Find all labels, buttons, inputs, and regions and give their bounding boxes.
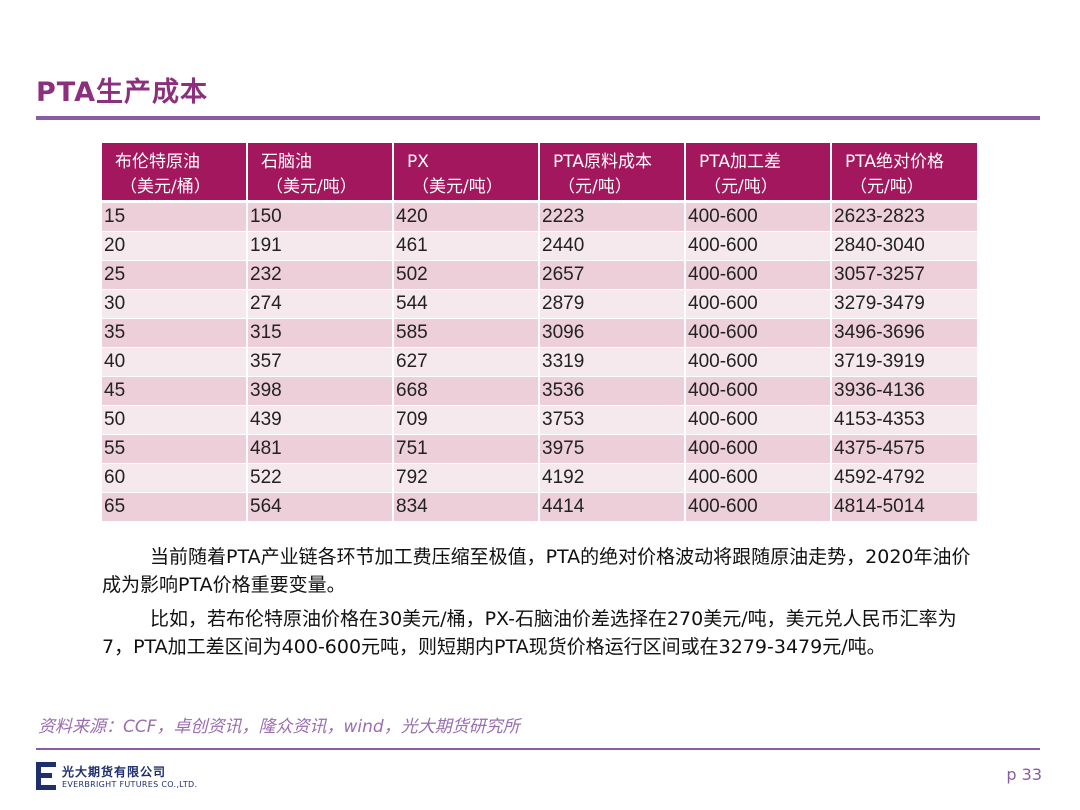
table-row: 55 481 751 3975 400-600 4375-4575 <box>102 435 977 464</box>
table-row: 60 522 792 4192 400-600 4592-4792 <box>102 464 977 493</box>
header-pta-absolute-price: PTA绝对价格 （元/吨） <box>832 143 977 203</box>
table-cell: 4814-5014 <box>832 493 977 522</box>
table-cell: 3319 <box>540 348 686 377</box>
table-cell: 400-600 <box>686 377 832 406</box>
table-cell: 3279-3479 <box>832 290 977 319</box>
table-cell: 400-600 <box>686 464 832 493</box>
table-cell: 45 <box>102 377 248 406</box>
header-brent: 布伦特原油 （美元/桶） <box>102 143 248 203</box>
table-cell: 232 <box>248 261 394 290</box>
table-cell: 3096 <box>540 319 686 348</box>
table-cell: 4192 <box>540 464 686 493</box>
table-cell: 50 <box>102 406 248 435</box>
table-cell: 315 <box>248 319 394 348</box>
table-row: 50 439 709 3753 400-600 4153-4353 <box>102 406 977 435</box>
paragraph-2: 比如，若布伦特原油价格在30美元/桶，PX-石脑油价差选择在270美元/吨，美元… <box>102 608 957 658</box>
header-px: PX （美元/吨） <box>394 143 540 203</box>
table-cell: 564 <box>248 493 394 522</box>
page-title: PTA生产成本 <box>36 77 209 108</box>
table-cell: 4153-4353 <box>832 406 977 435</box>
table-header-row: 布伦特原油 （美元/桶） 石脑油 （美元/吨） PX （美元/吨） PTA原料成本 （元… <box>102 143 977 203</box>
table-cell: 2623-2823 <box>832 203 977 232</box>
table-row: 20 191 461 2440 400-600 2840-3040 <box>102 232 977 261</box>
table-cell: 585 <box>394 319 540 348</box>
table-cell: 400-600 <box>686 348 832 377</box>
company-name-cn: 光大期货有限公司 <box>62 765 167 779</box>
table-cell: 4414 <box>540 493 686 522</box>
table-cell: 3753 <box>540 406 686 435</box>
table-row: 15 150 420 2223 400-600 2623-2823 <box>102 203 977 232</box>
table-cell: 4375-4575 <box>832 435 977 464</box>
page-number: p 33 <box>1006 765 1042 784</box>
table-cell: 400-600 <box>686 232 832 261</box>
table-cell: 668 <box>394 377 540 406</box>
table-cell: 274 <box>248 290 394 319</box>
header-naphtha: 石脑油 （美元/吨） <box>248 143 394 203</box>
table-cell: 502 <box>394 261 540 290</box>
table-cell: 3719-3919 <box>832 348 977 377</box>
table-row: 35 315 585 3096 400-600 3496-3696 <box>102 319 977 348</box>
table-cell: 4592-4792 <box>832 464 977 493</box>
table-cell: 150 <box>248 203 394 232</box>
table-cell: 2223 <box>540 203 686 232</box>
table-row: 25 232 502 2657 400-600 3057-3257 <box>102 261 977 290</box>
table-row: 40 357 627 3319 400-600 3719-3919 <box>102 348 977 377</box>
table-cell: 481 <box>248 435 394 464</box>
table-row: 65 564 834 4414 400-600 4814-5014 <box>102 493 977 522</box>
table-cell: 55 <box>102 435 248 464</box>
table-cell: 461 <box>394 232 540 261</box>
table-cell: 400-600 <box>686 319 832 348</box>
table-cell: 420 <box>394 203 540 232</box>
company-name-en: EVERBRIGHT FUTURES CO.,LTD. <box>62 780 198 789</box>
table-cell: 398 <box>248 377 394 406</box>
table-cell: 400-600 <box>686 290 832 319</box>
header-pta-material-cost: PTA原料成本 （元/吨） <box>540 143 686 203</box>
table-cell: 25 <box>102 261 248 290</box>
header-pta-processing-margin: PTA加工差 （元/吨） <box>686 143 832 203</box>
table-cell: 357 <box>248 348 394 377</box>
table-cell: 2440 <box>540 232 686 261</box>
table-cell: 30 <box>102 290 248 319</box>
table-row: 45 398 668 3536 400-600 3936-4136 <box>102 377 977 406</box>
table-cell: 3496-3696 <box>832 319 977 348</box>
pta-cost-table: 布伦特原油 （美元/桶） 石脑油 （美元/吨） PX （美元/吨） PTA原料成本 （元… <box>102 143 977 522</box>
table-cell: 65 <box>102 493 248 522</box>
table-cell: 709 <box>394 406 540 435</box>
table-cell: 20 <box>102 232 248 261</box>
table-cell: 2879 <box>540 290 686 319</box>
table-cell: 191 <box>248 232 394 261</box>
table-cell: 2657 <box>540 261 686 290</box>
table-cell: 400-600 <box>686 435 832 464</box>
table-cell: 60 <box>102 464 248 493</box>
table-row: 30 274 544 2879 400-600 3279-3479 <box>102 290 977 319</box>
source-note: 资料来源：CCF，卓创资讯，隆众资讯，wind，光大期货研究所 <box>38 717 520 737</box>
table-cell: 2840-3040 <box>832 232 977 261</box>
table-cell: 40 <box>102 348 248 377</box>
table-cell: 15 <box>102 203 248 232</box>
footer-divider <box>36 748 1040 750</box>
table-cell: 751 <box>394 435 540 464</box>
title-divider <box>36 116 1040 120</box>
company-logo-icon <box>36 762 56 790</box>
table-cell: 3936-4136 <box>832 377 977 406</box>
table-cell: 3057-3257 <box>832 261 977 290</box>
table-cell: 544 <box>394 290 540 319</box>
table-cell: 834 <box>394 493 540 522</box>
table-cell: 439 <box>248 406 394 435</box>
table-cell: 400-600 <box>686 493 832 522</box>
table-cell: 400-600 <box>686 203 832 232</box>
table-cell: 400-600 <box>686 261 832 290</box>
table-cell: 792 <box>394 464 540 493</box>
table-cell: 3536 <box>540 377 686 406</box>
table-cell: 400-600 <box>686 406 832 435</box>
table-cell: 3975 <box>540 435 686 464</box>
table-body: 15 150 420 2223 400-600 2623-2823 20 191 461 2440… <box>102 203 977 522</box>
table-cell: 627 <box>394 348 540 377</box>
paragraph-1: 当前随着PTA产业链各环节加工费压缩至极值，PTA的绝对价格波动将跟随原油走势，… <box>102 546 971 596</box>
table-cell: 35 <box>102 319 248 348</box>
table-cell: 522 <box>248 464 394 493</box>
